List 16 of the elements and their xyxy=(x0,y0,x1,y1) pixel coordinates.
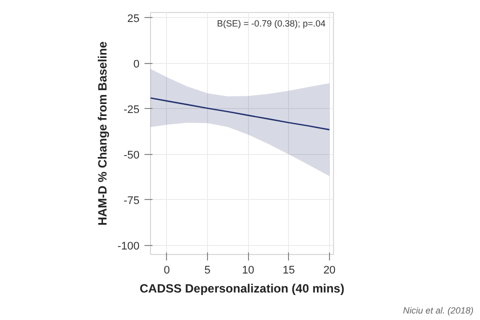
y-tick-label: 0 xyxy=(133,58,140,70)
y-axis-title: HAM-D % Change from Baseline xyxy=(95,41,110,226)
y-tick-label: -75 xyxy=(124,194,140,207)
x-axis-title: CADSS Depersonalization (40 mins) xyxy=(140,282,344,296)
y-tick-label: -50 xyxy=(124,149,140,162)
annotation: B(SE) = -0.79 (0.38); p=.04 xyxy=(216,18,326,28)
y-tick-label: -25 xyxy=(124,104,140,116)
line-series xyxy=(150,97,330,130)
y-tick-label: -100 xyxy=(117,240,140,252)
text: Niciu et al. (2018) xyxy=(402,306,474,316)
x-tick-label: 0 xyxy=(164,264,170,276)
x-tick-label: 5 xyxy=(204,264,210,276)
x-tick-label: 15 xyxy=(282,264,295,276)
y-tick-label: 25 xyxy=(127,12,140,25)
x-tick-label: 20 xyxy=(323,264,336,276)
x-tick-label: 10 xyxy=(242,264,254,276)
